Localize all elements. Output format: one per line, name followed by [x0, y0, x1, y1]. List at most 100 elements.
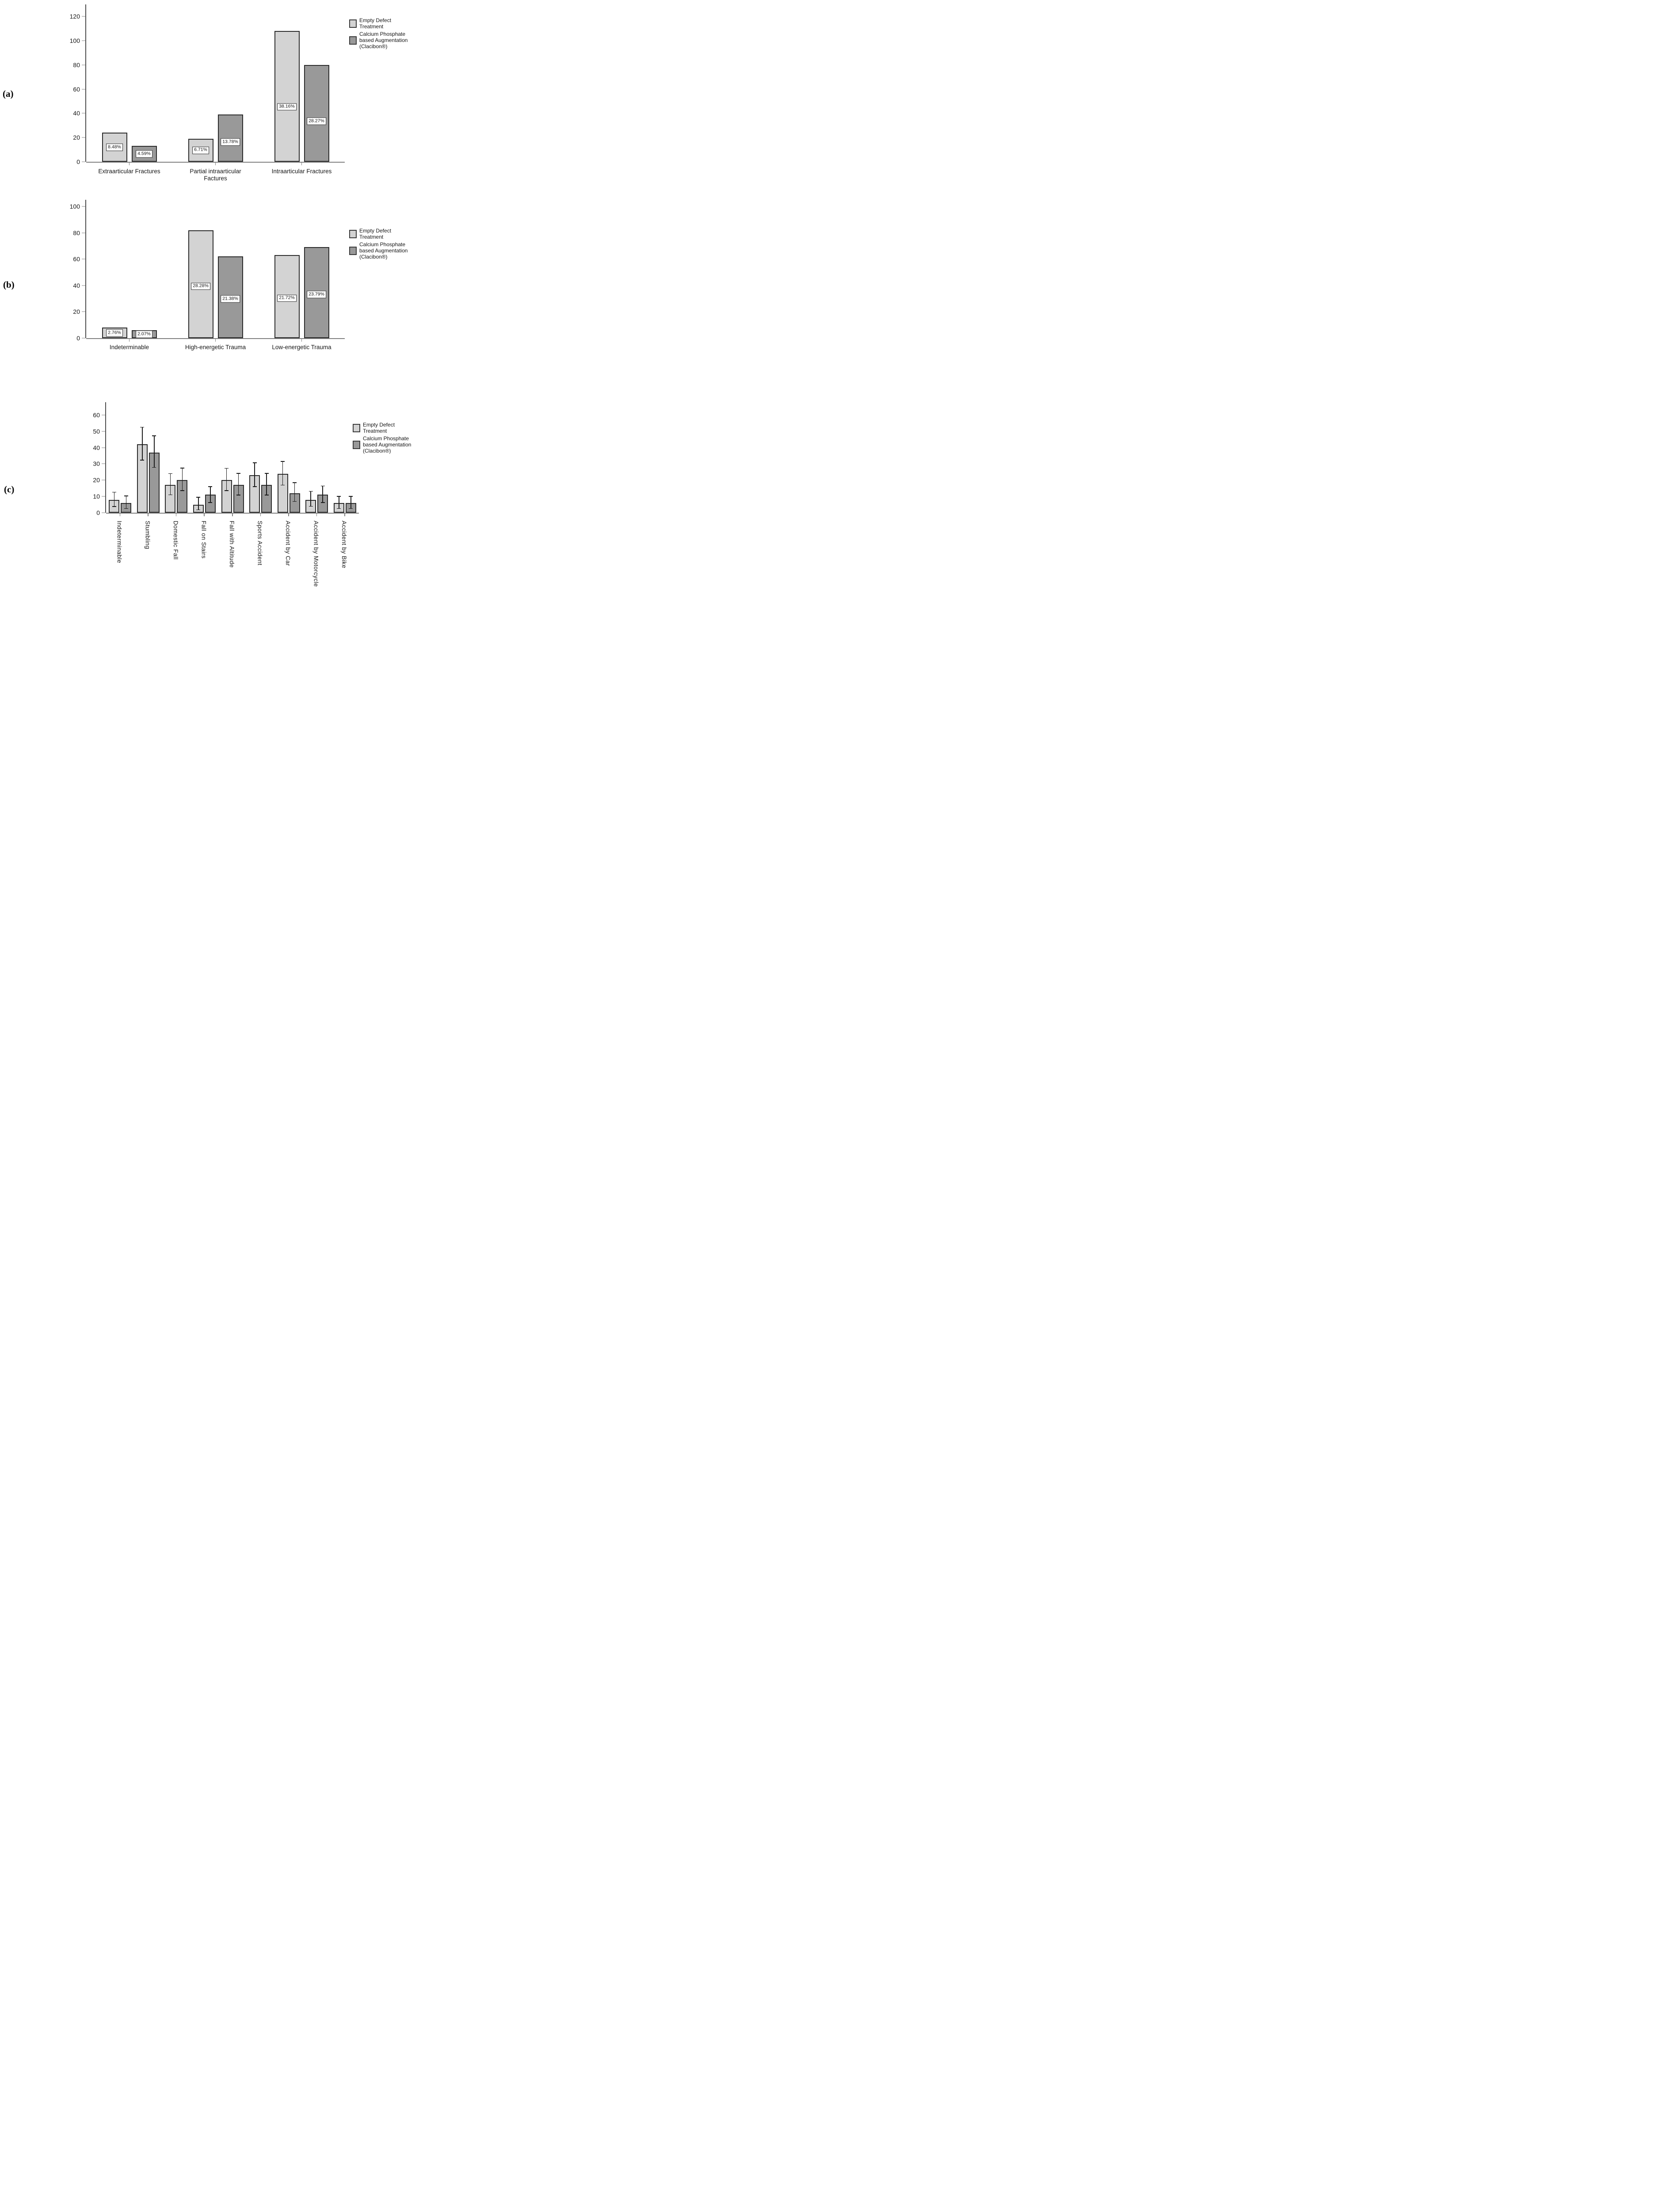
legend: Empty Defect Treatment Calcium Phosphate …	[349, 17, 411, 50]
error-bar-cap	[112, 492, 116, 493]
y-tick-label: 0	[76, 335, 80, 342]
category-label: Sports Accident	[256, 521, 263, 566]
x-baseline	[86, 162, 345, 163]
error-bar-cap	[309, 506, 313, 507]
error-bar-cap	[152, 467, 156, 468]
y-tick	[102, 496, 105, 497]
y-tick-label: 40	[73, 110, 80, 117]
category-label: Accident by Motorcycle	[312, 521, 320, 587]
y-tick	[102, 463, 105, 465]
category-label: Stumbling	[144, 521, 151, 549]
bar-value-label: 28.27%	[307, 117, 326, 125]
error-bar-cap	[281, 461, 285, 462]
y-tick	[82, 161, 85, 162]
bar-calcium-phosphate	[304, 65, 329, 162]
x-baseline	[106, 513, 359, 514]
legend-entry: Empty Defect Treatment	[353, 422, 415, 434]
category-tick	[301, 339, 302, 342]
legend-label: Empty Defect Treatment	[359, 17, 392, 30]
legend-label: Empty Defect Treatment	[363, 422, 395, 434]
category-tick	[215, 163, 216, 165]
error-bar-line	[182, 468, 183, 491]
error-bar-cap	[309, 491, 313, 492]
category-label: Indeterminable	[116, 521, 123, 564]
category-tick	[288, 514, 289, 516]
y-tick-label: 100	[69, 203, 80, 210]
error-bar-line	[254, 462, 255, 487]
bar-calcium-phosphate	[217, 114, 243, 162]
category-tick	[129, 163, 130, 165]
error-bar-cap	[293, 482, 297, 483]
y-tick	[82, 113, 85, 114]
error-bar-cap	[208, 502, 213, 503]
y-tick-label: 60	[93, 411, 100, 419]
category-tick	[129, 339, 130, 342]
legend-swatch-light	[353, 424, 360, 433]
legend-label: Calcium Phosphate based Augmentation (Cl…	[363, 435, 411, 454]
category-tick	[119, 514, 121, 516]
y-tick-label: 120	[69, 13, 80, 20]
category-label: Low-energetic Trauma	[272, 344, 331, 351]
y-tick	[82, 285, 85, 286]
bar-value-label: 38.16%	[277, 103, 297, 111]
bar-value-label: 28.28%	[191, 282, 210, 290]
legend-entry: Calcium Phosphate based Augmentation (Cl…	[349, 242, 411, 260]
error-bar-cap	[208, 486, 213, 487]
bar-empty-defect	[274, 31, 300, 162]
panel-label-b: (b)	[3, 279, 15, 290]
y-tick	[82, 88, 85, 90]
y-tick	[102, 512, 105, 513]
error-bar-cap	[124, 508, 128, 509]
error-bar-cap	[349, 508, 353, 509]
error-bar-line	[350, 496, 351, 509]
category-tick	[175, 514, 177, 516]
y-tick-label: 50	[93, 427, 100, 435]
category-label: Indeterminable	[109, 344, 149, 351]
legend-label: Calcium Phosphate based Augmentation (Cl…	[359, 241, 408, 260]
error-bar-cap	[236, 473, 241, 474]
panel-label-c: (c)	[4, 484, 15, 495]
y-tick	[82, 40, 85, 42]
panel-label-a: (a)	[3, 88, 14, 99]
y-tick	[82, 232, 85, 233]
category-tick	[215, 339, 216, 342]
category-label: Domestic Fall	[172, 521, 179, 560]
error-bar-cap	[180, 468, 184, 469]
panel-b: (b) 0 20 40 60 80 100 Indeterminable 2.76% 2.07%…	[0, 198, 420, 351]
category-tick	[232, 514, 233, 516]
error-bar-cap	[140, 427, 145, 428]
category-label: Fall on Stairs	[200, 521, 207, 559]
category-tick	[204, 514, 205, 516]
bar-empty-defect	[102, 133, 127, 162]
y-tick-label: 80	[73, 61, 80, 69]
category-label: Fall with Altitude	[228, 521, 235, 568]
bar-value-label: 4.59%	[136, 150, 152, 158]
error-bar-cap	[293, 501, 297, 502]
y-tick	[82, 311, 85, 312]
y-tick-label: 20	[73, 308, 80, 316]
y-tick-label: 0	[96, 509, 100, 516]
error-bar-line	[226, 468, 227, 491]
error-bar-cap	[152, 435, 156, 436]
bar-value-label: 2.07%	[136, 330, 152, 338]
y-axis	[85, 4, 86, 162]
y-tick	[82, 137, 85, 138]
category-tick	[148, 514, 149, 516]
x-baseline	[86, 338, 345, 339]
category-label: Accident by Bike	[341, 521, 348, 568]
y-tick-label: 0	[76, 158, 80, 165]
error-bar-line	[310, 491, 311, 507]
error-bar-cap	[337, 496, 341, 497]
category-tick	[301, 163, 302, 165]
legend-swatch-dark	[349, 36, 357, 45]
y-tick-label: 40	[73, 282, 80, 289]
y-tick-label: 40	[93, 444, 100, 451]
y-tick-label: 30	[93, 460, 100, 468]
error-bar-cap	[140, 460, 145, 461]
error-bar-cap	[124, 495, 128, 496]
category-tick	[316, 514, 317, 516]
category-label: High-energetic Trauma	[185, 344, 246, 351]
error-bar-cap	[225, 490, 229, 491]
error-bar-line	[114, 492, 115, 507]
error-bar-cap	[225, 468, 229, 469]
